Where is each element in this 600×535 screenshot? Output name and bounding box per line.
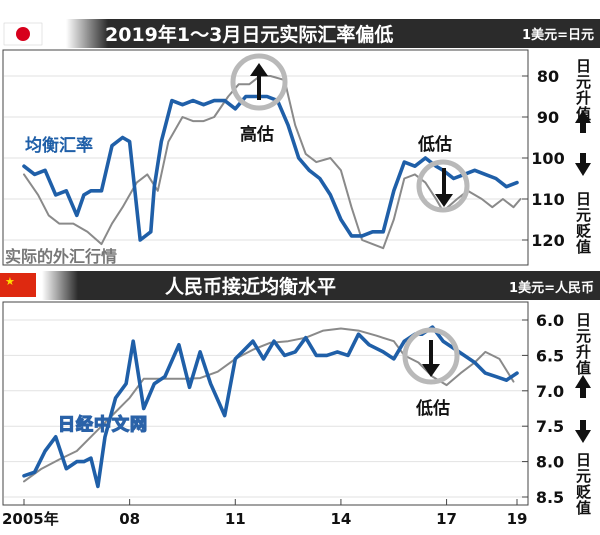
arrow-down-icon bbox=[435, 168, 453, 207]
china-axis-top-label: 日元升值 bbox=[574, 312, 592, 376]
china-axis-bottom-label: 日元贬值 bbox=[574, 452, 592, 516]
up-down-arrows-icon bbox=[575, 110, 591, 176]
china-ytick-label: 8.5 bbox=[536, 488, 564, 507]
japan-axis-bottom-label: 日元贬值 bbox=[574, 191, 592, 255]
japan-ytick-label: 110 bbox=[531, 190, 564, 209]
undervalued-marker-japan bbox=[416, 159, 470, 213]
japan-flag-icon bbox=[3, 22, 43, 46]
watermark: 日经中文网 bbox=[58, 414, 148, 435]
xtick-label: 11 bbox=[225, 510, 246, 528]
china-ytick-label: 8.0 bbox=[536, 453, 564, 472]
arrow-down-icon bbox=[422, 340, 440, 377]
overvalued-label: 高估 bbox=[240, 124, 274, 145]
up-down-arrows-icon bbox=[575, 375, 591, 443]
svg-text:★: ★ bbox=[5, 275, 15, 288]
china-ytick-label: 7.0 bbox=[536, 382, 564, 401]
arrow-up-icon bbox=[250, 63, 268, 100]
china-panel-header: ★ 人民币接近均衡水平 1美元=人民币 bbox=[0, 271, 600, 300]
china-fair-value-line bbox=[22, 325, 519, 489]
china-panel-unit: 1美元=人民币 bbox=[509, 280, 594, 296]
china-ytick-label: 7.5 bbox=[536, 417, 564, 436]
china-flag-icon: ★ bbox=[0, 273, 36, 297]
xtick-label: 08 bbox=[119, 510, 140, 528]
xtick-label: 14 bbox=[330, 510, 351, 528]
japan-panel-title: 2019年1〜3月日元实际汇率偏低 bbox=[105, 23, 393, 46]
japan-ytick-label: 100 bbox=[531, 149, 564, 168]
xtick-label: 19 bbox=[507, 510, 528, 528]
china-ytick-label: 6.0 bbox=[536, 311, 564, 330]
xtick-label: 17 bbox=[436, 510, 457, 528]
japan-axis-top-label: 日元升值 bbox=[574, 58, 592, 122]
china-panel-title: 人民币接近均衡水平 bbox=[165, 275, 336, 298]
undervalued-marker-china bbox=[402, 327, 460, 385]
japan-ytick-label: 90 bbox=[537, 108, 559, 127]
undervalued-label-china: 低估 bbox=[415, 398, 450, 419]
japan-ytick-label: 80 bbox=[537, 67, 559, 86]
china-plot-frame bbox=[2, 301, 529, 506]
xtick-label: 2005年 bbox=[2, 510, 59, 528]
japan-panel-header: 2019年1〜3月日元实际汇率偏低 1美元=日元 bbox=[0, 19, 600, 48]
undervalued-label-japan: 低估 bbox=[417, 134, 452, 155]
actual-rate-label: 实际的外汇行情 bbox=[5, 247, 117, 266]
fair-value-label: 均衡汇率 bbox=[25, 135, 93, 156]
overvalued-marker bbox=[230, 53, 288, 111]
china-ytick-label: 6.5 bbox=[536, 346, 564, 365]
japan-panel-unit: 1美元=日元 bbox=[522, 27, 594, 43]
japan-ytick-label: 120 bbox=[531, 231, 564, 250]
